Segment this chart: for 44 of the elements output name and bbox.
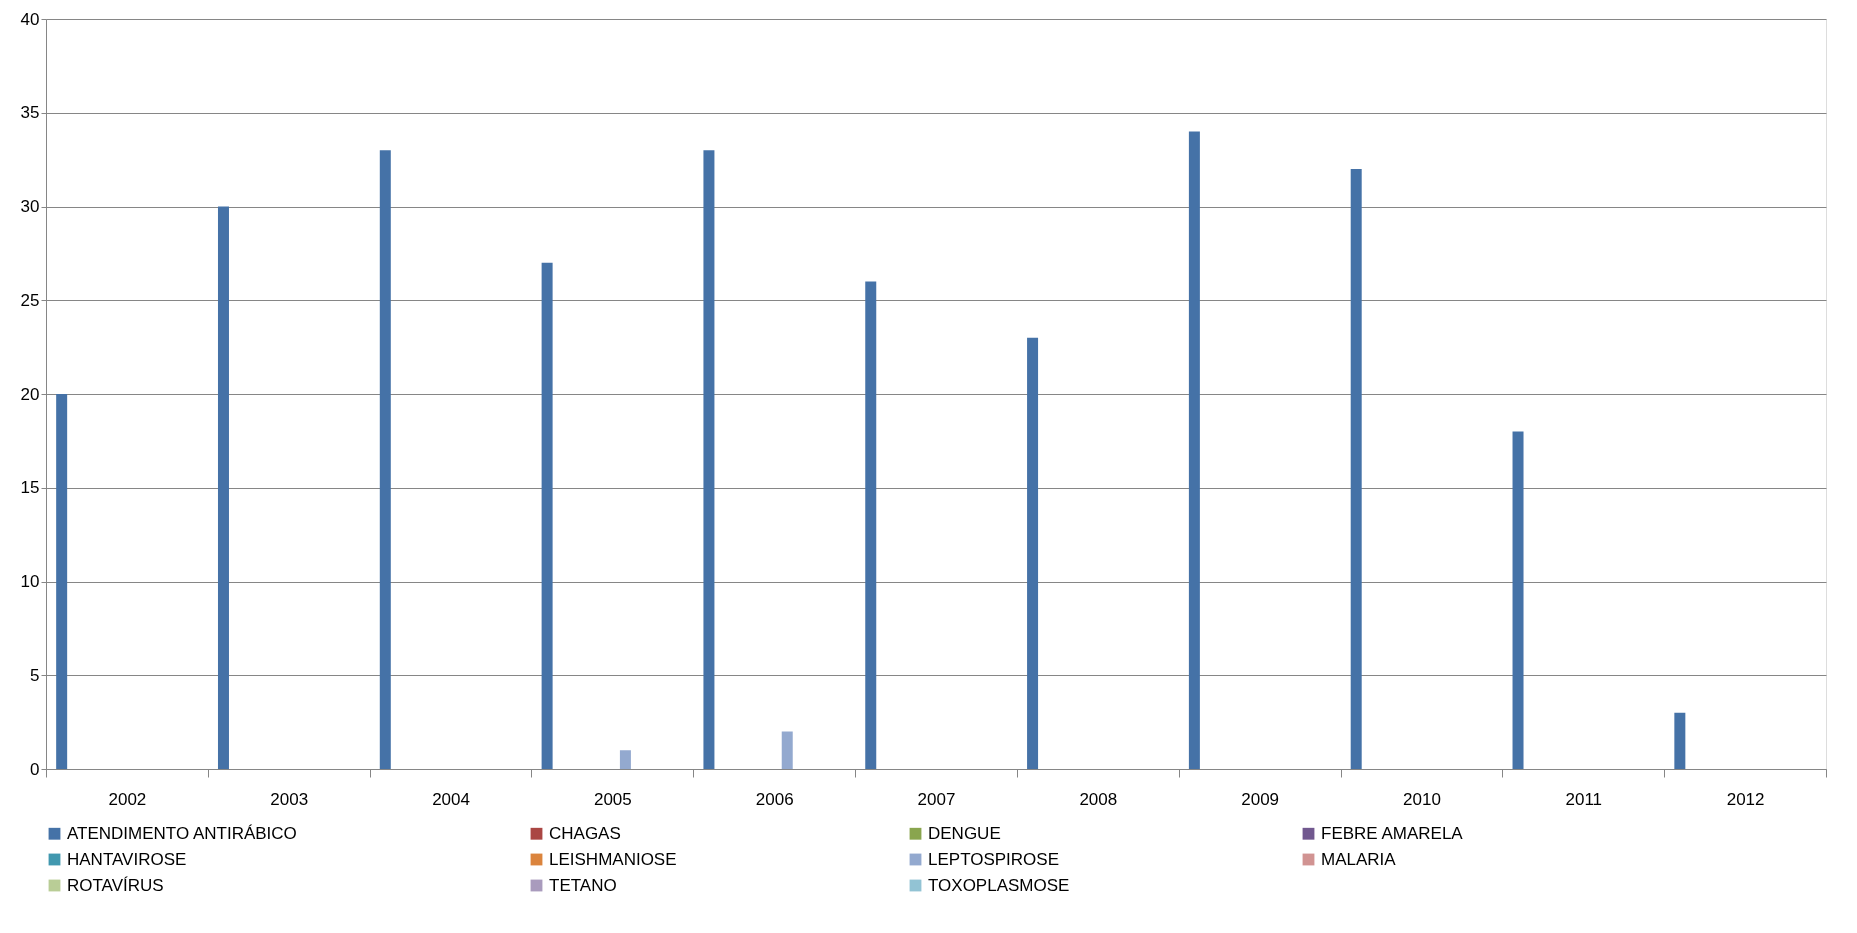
legend-label: MALARIA [1321, 849, 1397, 869]
bar [1188, 131, 1200, 769]
x-tick-label: 2011 [1565, 789, 1603, 809]
y-tick-label: 10 [20, 572, 40, 591]
legend-label: ATENDIMENTO ANTIRÁBICO [67, 823, 297, 843]
x-tick-label: 2009 [1241, 789, 1280, 809]
legend-label: TETANO [549, 875, 617, 895]
bar [379, 150, 391, 769]
y-tick-label: 5 [30, 665, 40, 685]
y-tick-label: 35 [20, 103, 40, 123]
y-tick-label: 30 [20, 197, 40, 216]
bar [619, 750, 631, 769]
x-tick-label: 2004 [432, 789, 470, 809]
legend-label: ROTAVÍRUS [67, 875, 164, 895]
x-tick-label: 2006 [755, 789, 794, 809]
bar [703, 150, 715, 769]
x-tick-label: 2012 [1726, 789, 1765, 809]
bar [1027, 337, 1039, 769]
x-tick-label: 2008 [1079, 789, 1118, 809]
x-tick-label: 2007 [917, 789, 956, 809]
legend-label: DENGUE [928, 823, 1001, 843]
bar [1350, 169, 1362, 769]
x-tick-label: 2003 [270, 789, 309, 809]
bar [1512, 431, 1524, 769]
bar [1674, 712, 1686, 769]
legend-label: LEPTOSPIROSE [928, 849, 1060, 869]
bar [217, 206, 229, 769]
y-tick-label: 0 [30, 759, 40, 779]
x-tick-label: 2002 [108, 789, 147, 809]
y-tick-label: 20 [20, 384, 40, 404]
y-tick-label: 25 [20, 290, 40, 310]
legend-label: HANTAVIROSE [67, 849, 187, 869]
bar [865, 281, 877, 769]
legend-label: TOXOPLASMOSE [928, 875, 1070, 895]
bar [781, 731, 793, 769]
y-tick-label: 40 [20, 9, 40, 29]
legend-label: CHAGAS [549, 823, 621, 843]
bar [541, 262, 553, 769]
bar [56, 394, 68, 769]
x-tick-label: 2010 [1403, 789, 1441, 809]
y-tick-label: 15 [20, 478, 40, 498]
x-tick-label: 2005 [593, 789, 632, 809]
legend-label: FEBRE AMARELA [1321, 823, 1464, 843]
legend-label: LEISHMANIOSE [549, 849, 677, 869]
